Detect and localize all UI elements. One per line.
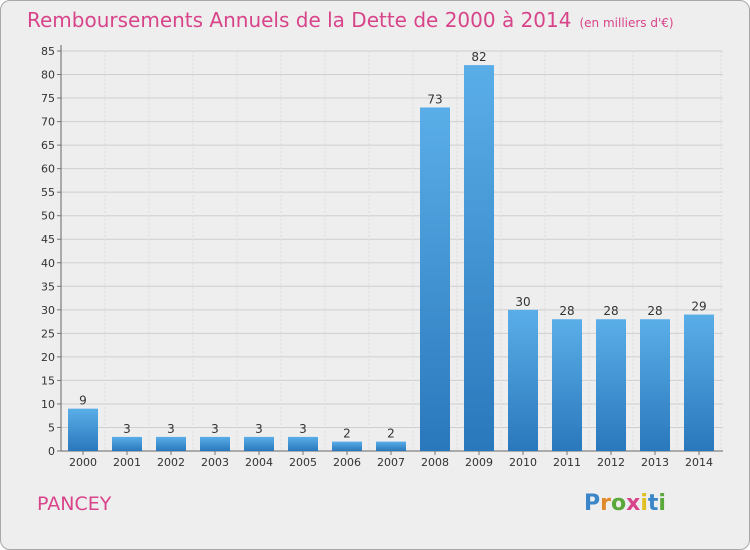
x-tick-label: 2006 xyxy=(333,456,361,469)
bar xyxy=(332,441,362,451)
x-tick-label: 2012 xyxy=(597,456,625,469)
bar-value-label: 29 xyxy=(691,300,706,314)
bar xyxy=(464,65,494,451)
bar xyxy=(200,436,230,451)
bar xyxy=(552,319,582,451)
bar-value-label: 28 xyxy=(603,304,618,318)
chart-title: Remboursements Annuels de la Dette de 20… xyxy=(27,8,572,32)
bar-value-label: 3 xyxy=(167,422,175,436)
x-tick-label: 2008 xyxy=(421,456,449,469)
bar-value-label: 30 xyxy=(515,295,530,309)
bar xyxy=(508,309,538,451)
y-tick-label: 80 xyxy=(41,69,55,82)
y-tick-label: 40 xyxy=(41,257,55,270)
y-tick-label: 50 xyxy=(41,210,55,223)
bar xyxy=(596,319,626,451)
proxiti-logo: Proxiti xyxy=(584,491,666,516)
bar-value-label: 82 xyxy=(471,50,486,64)
bar-value-label: 28 xyxy=(647,304,662,318)
bar xyxy=(684,314,714,451)
bar-value-label: 3 xyxy=(299,422,307,436)
y-tick-label: 85 xyxy=(41,45,55,58)
bar-value-label: 9 xyxy=(79,394,87,408)
bar xyxy=(244,436,274,451)
chart-title-block: Remboursements Annuels de la Dette de 20… xyxy=(27,8,674,32)
bar-value-label: 3 xyxy=(211,422,219,436)
y-tick-label: 75 xyxy=(41,92,55,105)
x-tick-label: 2014 xyxy=(685,456,713,469)
labels: 0 5 10 15 20 25 30 35 40 45 50 55 60 65 70 75 80 85 9 2000 3… xyxy=(41,45,713,469)
x-tick-label: 2013 xyxy=(641,456,669,469)
x-tick-label: 2001 xyxy=(113,456,141,469)
y-tick-label: 65 xyxy=(41,139,55,152)
y-tick-label: 5 xyxy=(48,421,55,434)
y-tick-label: 35 xyxy=(41,280,55,293)
logo-letter: o xyxy=(610,491,627,516)
x-tick-label: 2010 xyxy=(509,456,537,469)
y-tick-label: 30 xyxy=(41,304,55,317)
logo-letter: P xyxy=(584,491,601,516)
bar-value-label: 3 xyxy=(123,422,131,436)
logo-letter: x xyxy=(626,491,641,516)
bar xyxy=(640,319,670,451)
y-tick-label: 10 xyxy=(41,398,55,411)
x-tick-label: 2009 xyxy=(465,456,493,469)
bar xyxy=(156,436,186,451)
x-tick-label: 2002 xyxy=(157,456,185,469)
x-tick-label: 2011 xyxy=(553,456,581,469)
y-tick-label: 45 xyxy=(41,233,55,246)
bar-value-label: 28 xyxy=(559,304,574,318)
y-tick-label: 70 xyxy=(41,116,55,129)
bars xyxy=(68,65,714,452)
logo-letter: r xyxy=(600,491,611,516)
bar-value-label: 2 xyxy=(387,427,395,441)
x-tick-label: 2003 xyxy=(201,456,229,469)
commune-name: PANCEY xyxy=(37,493,112,515)
chart-unit-label: (en milliers d'€) xyxy=(579,16,674,30)
x-tick-label: 2004 xyxy=(245,456,273,469)
x-tick-label: 2000 xyxy=(69,456,97,469)
bar-value-label: 3 xyxy=(255,422,263,436)
y-tick-label: 55 xyxy=(41,186,55,199)
x-tick-label: 2005 xyxy=(289,456,317,469)
logo-letter: t xyxy=(647,491,659,516)
y-tick-label: 60 xyxy=(41,163,55,176)
y-tick-label: 15 xyxy=(41,374,55,387)
y-tick-label: 0 xyxy=(48,445,55,458)
bar xyxy=(420,107,450,452)
y-tick-label: 20 xyxy=(41,351,55,364)
bar-value-label: 2 xyxy=(343,427,351,441)
bar xyxy=(288,436,318,451)
bar xyxy=(376,441,406,451)
y-tick-label: 25 xyxy=(41,327,55,340)
bar xyxy=(112,436,142,451)
logo-letter: i xyxy=(640,491,648,516)
x-tick-label: 2007 xyxy=(377,456,405,469)
logo-letter: i xyxy=(658,491,666,516)
bar xyxy=(68,408,98,451)
bar-value-label: 73 xyxy=(427,92,442,106)
